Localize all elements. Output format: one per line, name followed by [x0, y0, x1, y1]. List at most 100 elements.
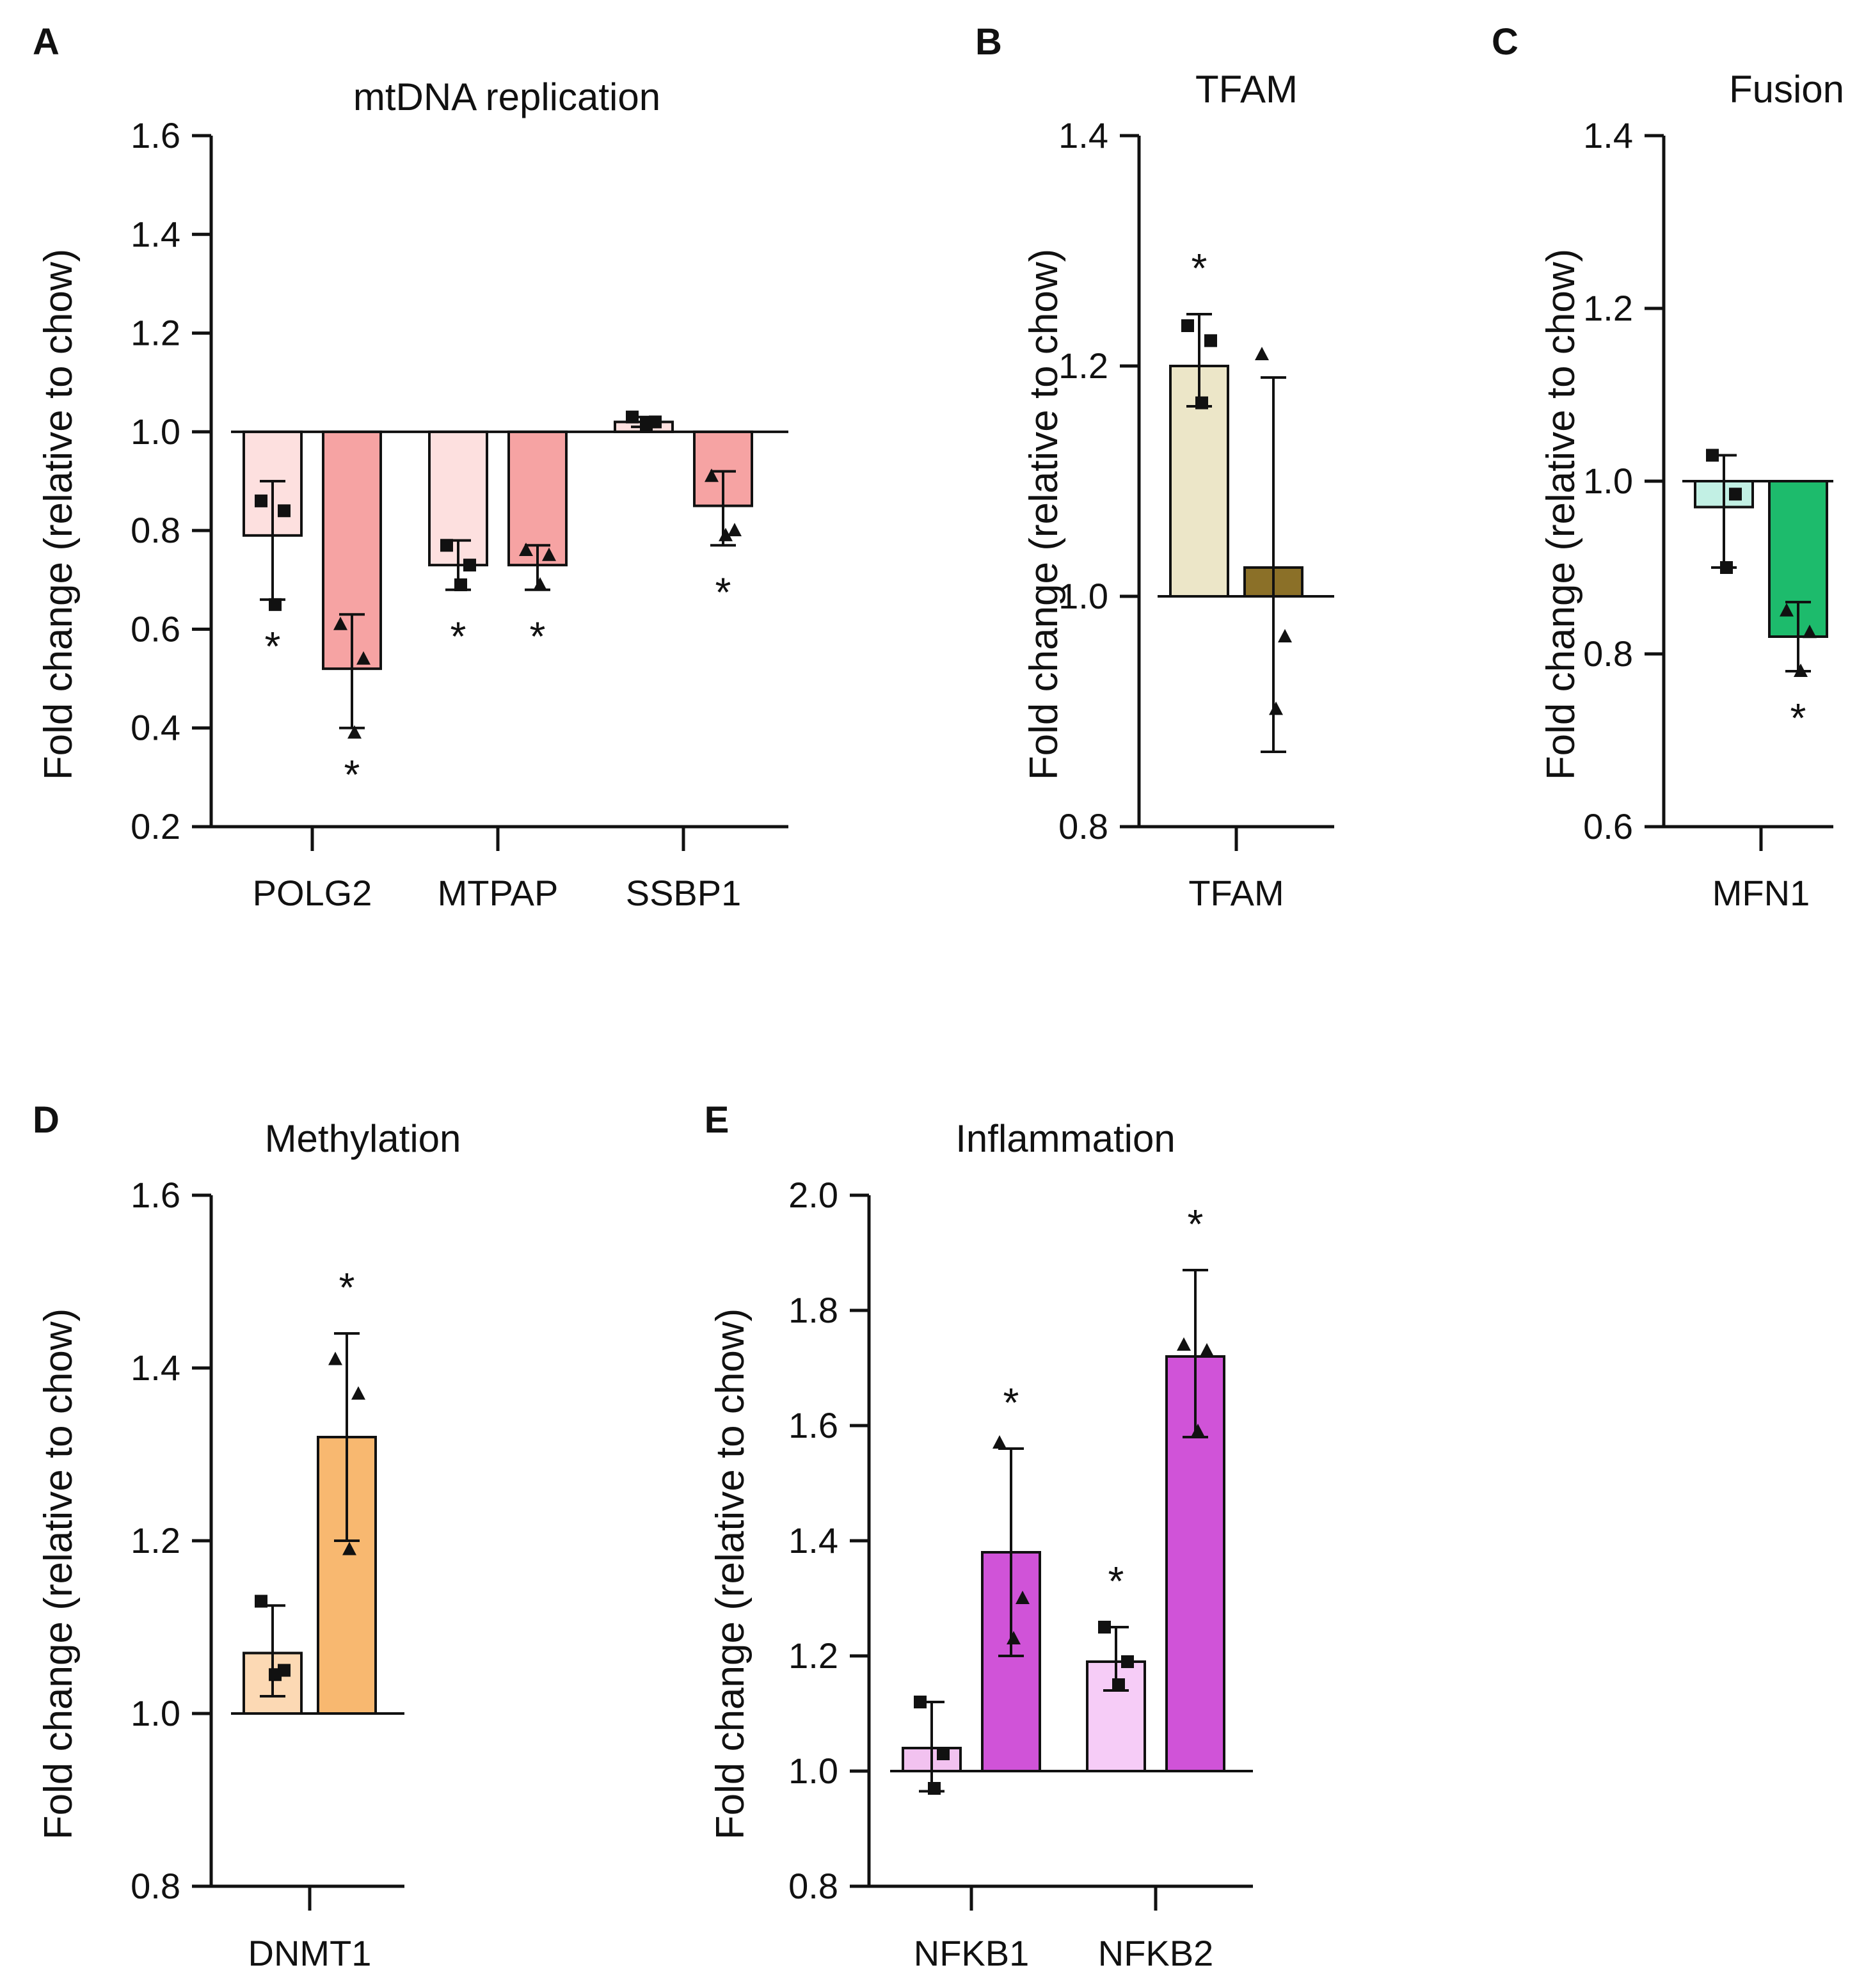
significance-star: *: [715, 569, 731, 615]
data-point: [626, 410, 639, 424]
data-point: [992, 1435, 1007, 1449]
data-point: [440, 539, 453, 552]
y-tick-label: 0.8: [1583, 633, 1633, 674]
panel-title: Inflammation: [955, 1117, 1175, 1160]
y-tick-label: 2.0: [788, 1175, 838, 1215]
bar: [507, 430, 568, 567]
y-axis-title: Fold change (relative to chow): [1539, 249, 1583, 781]
panel-b: B TFAM Fold change (relative to chow) 0.8 1.…: [975, 21, 1334, 913]
significance-star: *: [1192, 245, 1207, 291]
data-point: [937, 1747, 950, 1760]
significance-star: *: [1108, 1558, 1124, 1604]
y-tick-label: 0.8: [131, 510, 180, 550]
data-point: [269, 598, 282, 611]
data-point: [1729, 488, 1742, 501]
data-point: [255, 494, 267, 507]
data-point: [463, 559, 476, 572]
data-point: [269, 1668, 282, 1682]
category-label: DNMT1: [248, 1933, 372, 1973]
data-point: [1181, 319, 1194, 332]
panel-letter: E: [705, 1099, 729, 1141]
category-label: SSBP1: [626, 873, 742, 913]
y-axis-title: Fold change (relative to chow): [708, 1308, 753, 1840]
data-point: [1007, 1631, 1021, 1644]
data-point: [1098, 1621, 1111, 1634]
y-tick-label: 1.2: [1583, 288, 1633, 328]
data-point: [1720, 561, 1733, 574]
y-tick-label: 1.2: [788, 1635, 838, 1676]
data-point: [1177, 1337, 1191, 1351]
y-tick-label: 0.8: [131, 1866, 180, 1906]
y-tick-label: 1.2: [131, 1520, 180, 1561]
significance-star: *: [339, 1264, 355, 1310]
y-tick-label: 1.0: [131, 411, 180, 452]
y-tick-label: 1.6: [788, 1405, 838, 1445]
panel-letter: A: [33, 21, 60, 63]
data-point: [728, 523, 742, 537]
panel-e: E Inflammation Fold change (relative to ch…: [705, 1099, 1253, 1973]
significance-star: *: [1790, 695, 1806, 741]
data-point: [533, 577, 547, 591]
y-tick-label: 1.4: [788, 1520, 838, 1561]
category-label: POLG2: [253, 873, 372, 913]
data-point: [1112, 1678, 1125, 1691]
data-point: [1121, 1655, 1134, 1668]
data-point: [1200, 1343, 1214, 1356]
panel-d: D Methylation Fold change (relative to cho…: [33, 1099, 461, 1973]
data-point: [928, 1782, 941, 1795]
data-point: [356, 651, 371, 665]
y-axis-title: Fold change (relative to chow): [36, 1308, 81, 1840]
data-point: [1204, 334, 1217, 347]
category-label: NFKB1: [914, 1933, 1030, 1973]
y-tick-label: 1.4: [131, 1348, 180, 1388]
y-tick-label: 1.6: [131, 1175, 180, 1215]
y-tick-label: 1.0: [788, 1751, 838, 1791]
data-point: [914, 1696, 927, 1708]
y-tick-label: 1.8: [788, 1290, 838, 1330]
y-tick-label: 0.4: [131, 708, 180, 748]
data-point: [347, 725, 362, 739]
panel-title: Fusion: [1729, 68, 1844, 111]
data-point: [454, 578, 467, 591]
significance-star: *: [530, 614, 546, 660]
data-point: [1269, 701, 1283, 715]
panel-title: mtDNA replication: [353, 76, 660, 118]
significance-star: *: [1188, 1201, 1204, 1247]
y-tick-label: 0.6: [1583, 806, 1633, 847]
data-point: [1016, 1591, 1030, 1604]
data-point: [1780, 603, 1794, 617]
category-label: TFAM: [1188, 873, 1284, 913]
data-point: [542, 547, 556, 561]
data-point: [640, 418, 653, 431]
data-point: [1794, 664, 1808, 677]
data-point: [255, 1594, 267, 1608]
y-tick-label: 0.6: [131, 608, 180, 649]
data-point: [705, 468, 719, 482]
data-point: [333, 616, 347, 630]
category-label: MFN1: [1712, 873, 1810, 913]
data-point: [278, 504, 291, 518]
data-point: [1706, 449, 1719, 462]
panel-letter: B: [975, 21, 1002, 63]
y-tick-label: 0.8: [788, 1866, 838, 1906]
y-axis-title: Fold change (relative to chow): [36, 249, 81, 781]
significance-star: *: [1003, 1380, 1019, 1426]
y-tick-label: 1.2: [1058, 346, 1108, 386]
data-point: [328, 1351, 342, 1365]
y-tick-label: 0.8: [1058, 806, 1108, 847]
significance-star: *: [450, 614, 466, 660]
data-point: [351, 1386, 365, 1400]
panel-c: C Fusion Fold change (relative to chow)0.6…: [1492, 21, 1844, 913]
data-point: [519, 543, 533, 556]
data-point: [1803, 624, 1817, 639]
significance-star: *: [265, 623, 281, 669]
y-tick-label: 0.2: [131, 806, 180, 847]
y-tick-label: 1.4: [1583, 115, 1633, 155]
category-label: NFKB2: [1098, 1933, 1214, 1973]
y-tick-label: 1.2: [131, 313, 180, 353]
data-point: [342, 1541, 356, 1555]
y-tick-label: 1.4: [131, 214, 180, 254]
y-tick-label: 1.0: [131, 1693, 180, 1733]
